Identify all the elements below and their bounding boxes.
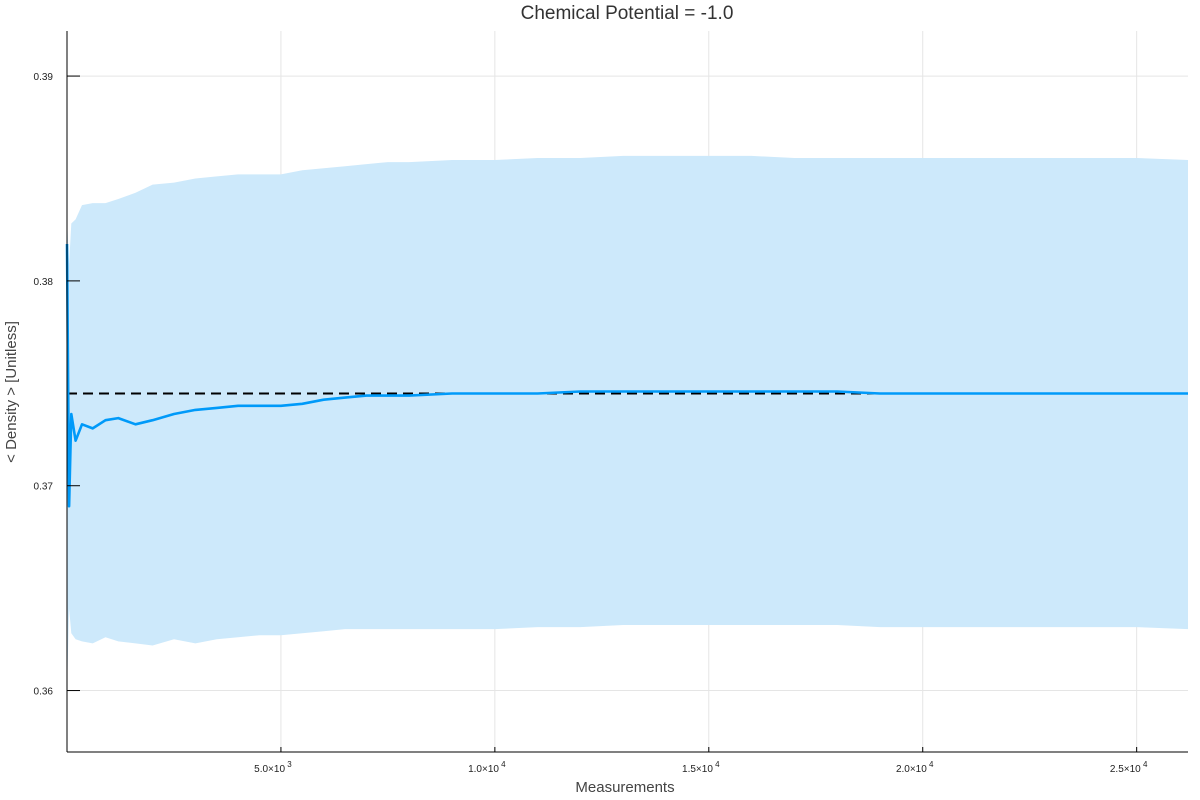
mean-line-layer bbox=[65, 243, 1188, 508]
x-tick-label-1: 1.0×10 4 bbox=[468, 760, 506, 775]
error-band-layer bbox=[67, 155, 1188, 691]
error-band-0 bbox=[67, 155, 1188, 691]
x-axis-label: Measurements bbox=[575, 779, 674, 796]
y-tick-label-0: 0.36 bbox=[34, 687, 54, 698]
x-tick-mantissa-0: 5.0×10 bbox=[254, 764, 285, 775]
x-tick-mantissa-2: 1.5×10 bbox=[682, 764, 713, 775]
mean-line-0 bbox=[65, 243, 1188, 508]
x-tick-label-2: 1.5×10 4 bbox=[682, 760, 720, 775]
y-tick-label-2: 0.38 bbox=[34, 277, 54, 288]
x-tick-mantissa-3: 2.0×10 bbox=[896, 764, 927, 775]
x-tick-labels: 5.0×10 3 1.0×10 4 1.5×10 4 2.0×10 4 2.5×10 4 bbox=[254, 760, 1148, 775]
x-tick-label-3: 2.0×10 4 bbox=[896, 760, 934, 775]
chart-title: Chemical Potential = -1.0 bbox=[521, 3, 734, 24]
x-tick-exponent-3: 4 bbox=[927, 760, 934, 769]
y-axis-label: < Density > [Unitless] bbox=[3, 321, 20, 463]
y-tick-label-1: 0.37 bbox=[34, 482, 54, 493]
x-tick-exponent-1: 4 bbox=[499, 760, 506, 769]
x-tick-exponent-2: 4 bbox=[713, 760, 720, 769]
y-tick-labels: 0.36 0.37 0.38 0.39 bbox=[34, 72, 54, 697]
x-tick-exponent-0: 3 bbox=[285, 760, 292, 769]
x-tick-exponent-4: 4 bbox=[1141, 760, 1148, 769]
x-tick-mantissa-1: 1.0×10 bbox=[468, 764, 499, 775]
x-tick-mantissa-4: 2.5×10 bbox=[1110, 764, 1141, 775]
x-tick-label-4: 2.5×10 4 bbox=[1110, 760, 1148, 775]
y-tick-label-3: 0.39 bbox=[34, 72, 54, 83]
x-tick-label-0: 5.0×10 3 bbox=[254, 760, 292, 775]
axes bbox=[66, 31, 1188, 753]
